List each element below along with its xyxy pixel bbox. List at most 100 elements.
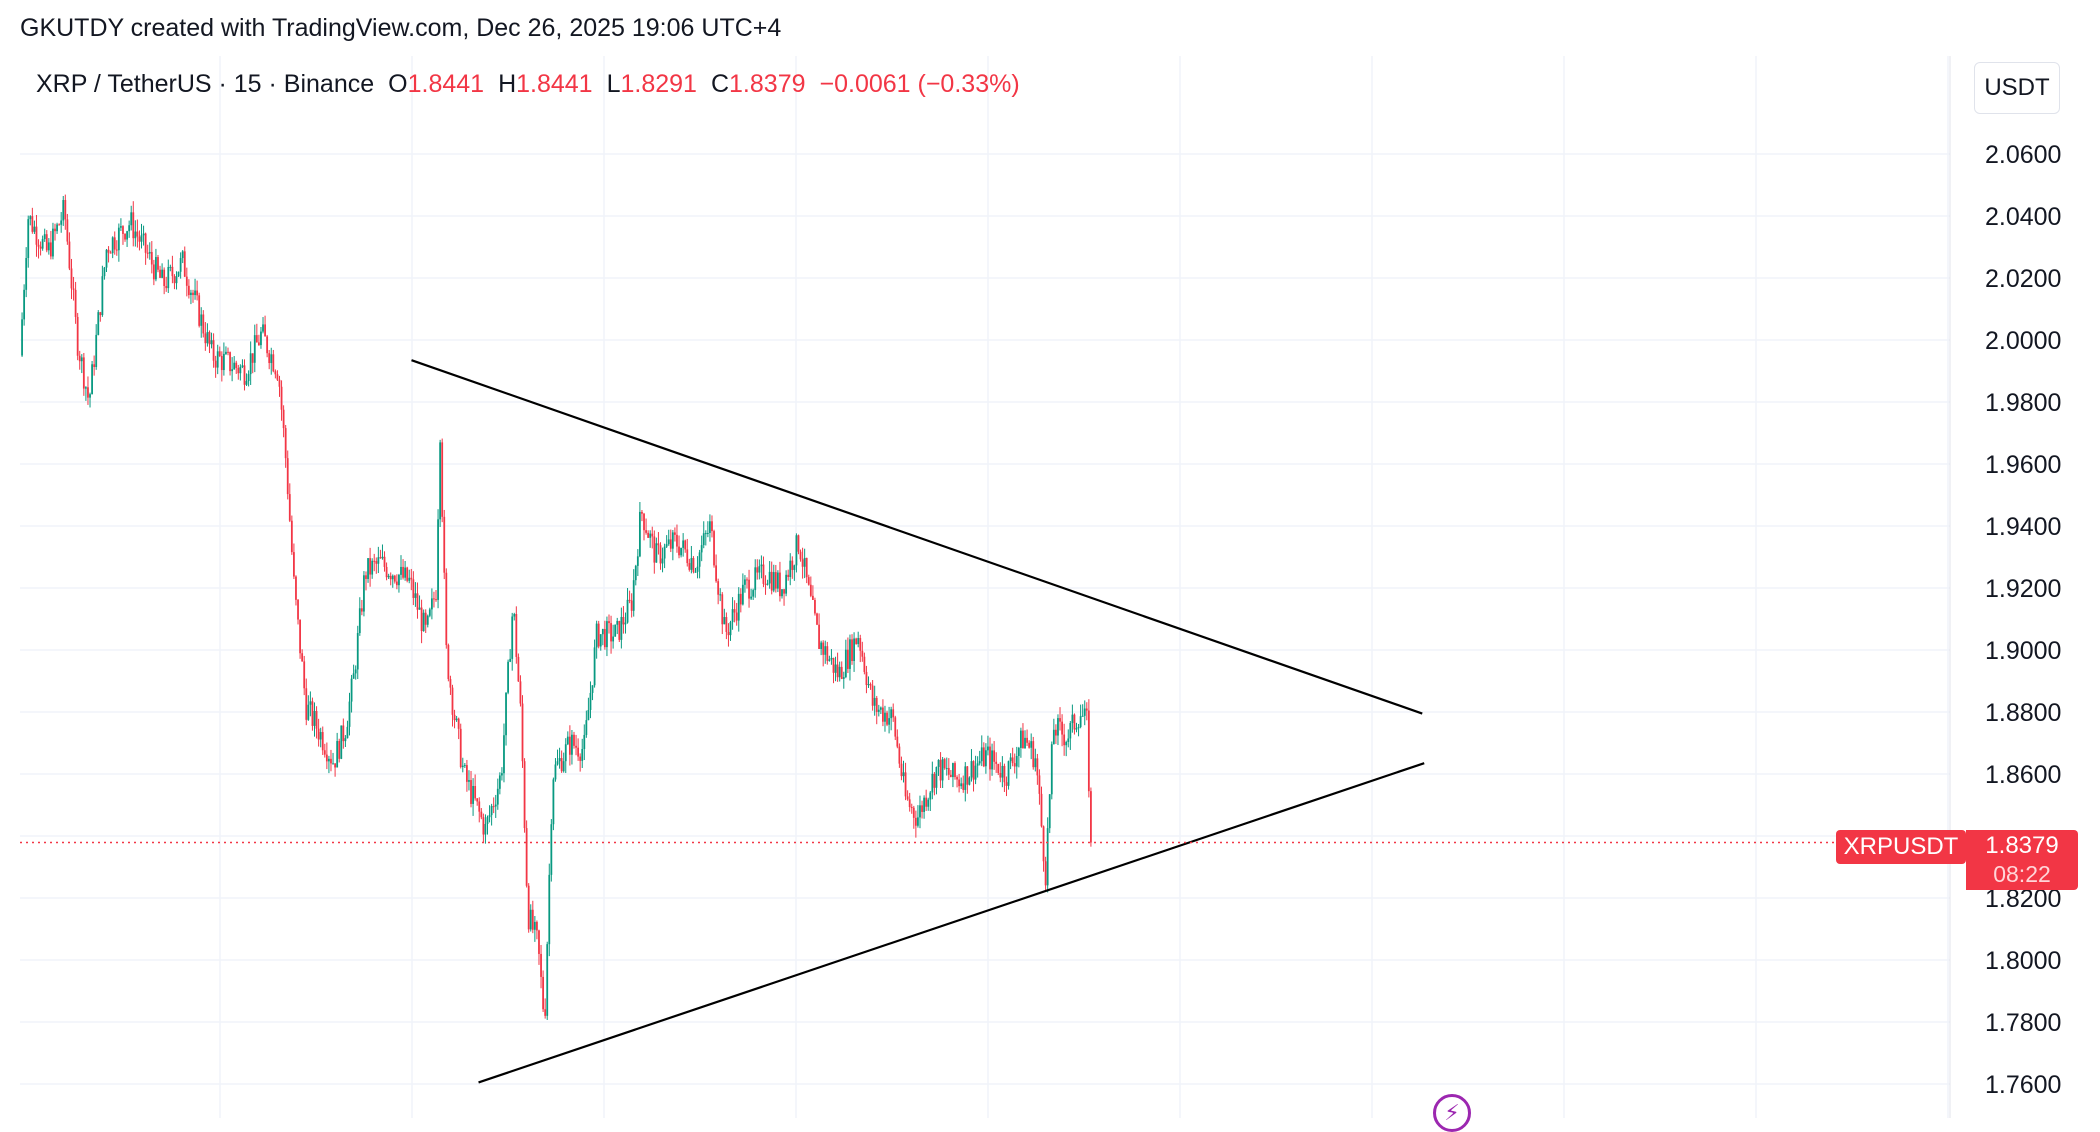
candle-body xyxy=(980,747,983,762)
candle-body xyxy=(702,533,705,546)
candle-body xyxy=(66,219,69,242)
candle-body xyxy=(943,759,946,769)
candle-body xyxy=(466,765,468,782)
currency-button[interactable]: USDT xyxy=(1974,62,2060,114)
candle-body xyxy=(76,316,79,356)
candle-body xyxy=(947,767,950,775)
y-tick-label: 1.7800 xyxy=(1985,1009,2061,1037)
candle-body xyxy=(115,249,118,251)
candle-body xyxy=(74,289,77,317)
candle-body xyxy=(146,252,149,254)
candle-body xyxy=(196,290,199,296)
candle-body xyxy=(132,212,135,239)
candle-body xyxy=(309,701,312,705)
candle-body xyxy=(293,552,295,577)
candle-body xyxy=(952,763,954,778)
candle-body xyxy=(255,335,258,343)
candle-body xyxy=(288,494,291,521)
candle-body xyxy=(573,734,575,746)
candle-body xyxy=(877,709,880,712)
candle-body xyxy=(859,638,862,651)
trendline-lower[interactable] xyxy=(478,762,1425,1084)
candle-body xyxy=(984,750,987,767)
candle-body xyxy=(818,624,820,649)
candle-body xyxy=(1065,741,1068,746)
candle-body xyxy=(303,661,306,689)
candle-body xyxy=(89,394,91,398)
y-tick-label: 1.8000 xyxy=(1985,947,2061,975)
candle-body xyxy=(276,374,279,380)
candle-body xyxy=(756,567,759,573)
candle-body xyxy=(698,552,701,567)
candle-body xyxy=(290,520,293,553)
candle-body xyxy=(762,564,765,584)
candle-body xyxy=(834,664,837,673)
candle-body xyxy=(719,594,722,596)
candle-body xyxy=(257,342,260,346)
candle-body xyxy=(398,574,400,586)
candle-body xyxy=(1009,757,1012,762)
candles xyxy=(21,194,1092,1020)
candle-body xyxy=(595,623,598,648)
candle-body xyxy=(711,521,713,532)
candle-body xyxy=(1038,775,1041,794)
candle-body xyxy=(49,242,52,257)
candle-body xyxy=(181,251,184,259)
candle-body xyxy=(245,381,248,385)
candle-body xyxy=(315,710,318,729)
candle-body xyxy=(919,805,921,818)
candle-body xyxy=(334,763,336,768)
symbol-description[interactable]: XRP / TetherUS · 15 · Binance xyxy=(36,70,375,98)
candle-body xyxy=(253,335,256,363)
candle-body xyxy=(177,271,180,277)
lightning-bolt-icon[interactable]: ⚡ xyxy=(1433,1094,1471,1132)
candle-body xyxy=(1071,714,1074,724)
candle-body xyxy=(85,387,87,389)
candle-body xyxy=(64,200,67,220)
candle-body xyxy=(268,353,271,364)
candle-body xyxy=(336,741,339,768)
candle-body xyxy=(628,599,631,601)
candle-body xyxy=(476,798,479,802)
candle-body xyxy=(577,747,580,757)
candle-body xyxy=(360,608,363,612)
candle-body xyxy=(260,331,262,346)
candle-body xyxy=(387,575,390,578)
candle-body xyxy=(1019,730,1022,748)
candle-body xyxy=(282,409,285,429)
candle-body xyxy=(307,704,310,720)
candle-body xyxy=(451,687,454,715)
candle-body xyxy=(503,735,505,774)
candle-body xyxy=(678,546,680,556)
low-label: L xyxy=(606,70,621,98)
candle-body xyxy=(433,598,435,600)
high-label: H xyxy=(498,70,517,98)
candle-body xyxy=(43,234,46,240)
trendline-upper[interactable] xyxy=(411,359,1423,715)
candle-body xyxy=(1052,729,1055,745)
candle-body xyxy=(531,909,534,930)
candle-body xyxy=(35,226,38,245)
candle-body xyxy=(706,532,709,534)
candle-body xyxy=(330,758,332,764)
y-tick-label: 1.7600 xyxy=(1985,1071,2061,1099)
candle-body xyxy=(1059,718,1061,722)
candle-body xyxy=(97,312,100,335)
candle-body xyxy=(908,799,911,808)
candle-body xyxy=(805,557,808,578)
candle-body xyxy=(37,244,40,247)
candle-body xyxy=(649,533,652,538)
candle-body xyxy=(513,613,516,617)
candle-body xyxy=(229,352,231,372)
candle-body xyxy=(723,617,726,625)
candle-body xyxy=(976,763,979,766)
candle-body xyxy=(521,703,524,762)
candle-body xyxy=(890,709,893,719)
candle-body xyxy=(871,685,874,706)
candle-body xyxy=(643,513,645,531)
candle-body xyxy=(855,638,858,645)
candle-body xyxy=(568,736,571,755)
candle-body xyxy=(869,684,872,686)
candle-body xyxy=(875,697,878,712)
